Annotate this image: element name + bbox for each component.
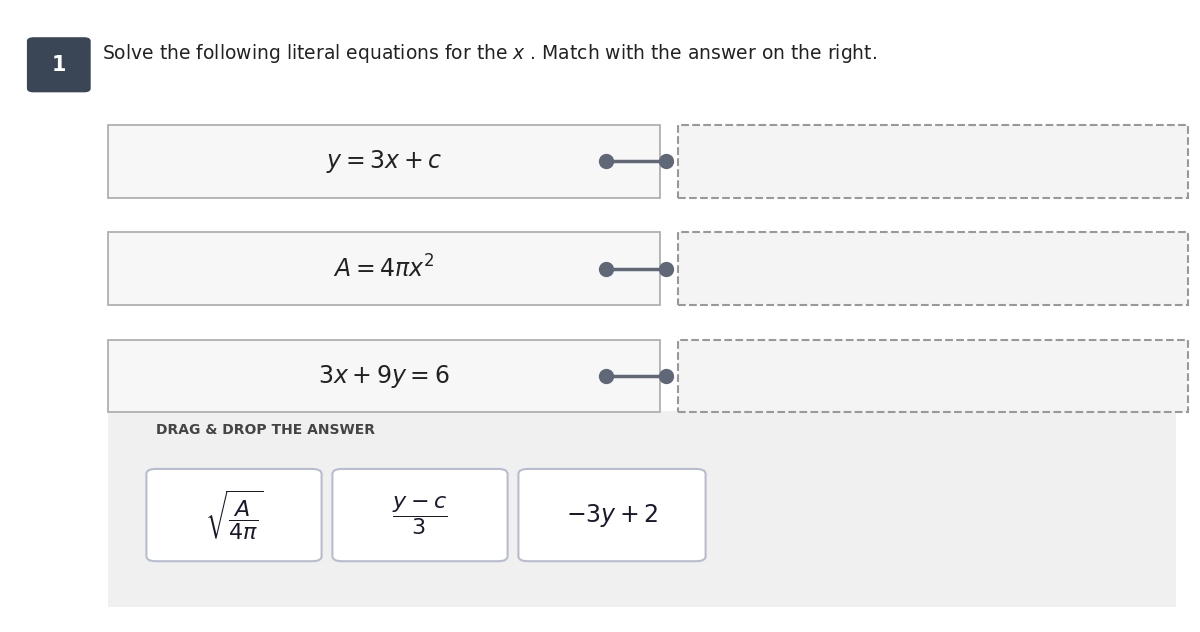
FancyBboxPatch shape — [332, 469, 508, 561]
Text: $\sqrt{\dfrac{A}{4\pi}}$: $\sqrt{\dfrac{A}{4\pi}}$ — [205, 489, 263, 542]
FancyBboxPatch shape — [108, 340, 660, 412]
FancyBboxPatch shape — [28, 38, 90, 92]
Text: $3x + 9y = 6$: $3x + 9y = 6$ — [318, 363, 450, 389]
Text: $A = 4\pi x^2$: $A = 4\pi x^2$ — [334, 255, 434, 283]
Text: DRAG & DROP THE ANSWER: DRAG & DROP THE ANSWER — [156, 423, 374, 437]
Text: Solve the following literal equations for the $x$ . Match with the answer on the: Solve the following literal equations fo… — [102, 42, 877, 65]
FancyBboxPatch shape — [678, 125, 1188, 197]
Text: $\dfrac{y-c}{3}$: $\dfrac{y-c}{3}$ — [392, 494, 448, 537]
FancyBboxPatch shape — [678, 340, 1188, 412]
FancyBboxPatch shape — [146, 469, 322, 561]
FancyBboxPatch shape — [518, 469, 706, 561]
FancyBboxPatch shape — [108, 233, 660, 305]
Text: 1: 1 — [52, 55, 66, 75]
Text: $y = 3x + c$: $y = 3x + c$ — [326, 148, 442, 174]
Text: $-3y+2$: $-3y+2$ — [565, 502, 659, 528]
FancyBboxPatch shape — [108, 411, 1176, 607]
FancyBboxPatch shape — [678, 233, 1188, 305]
FancyBboxPatch shape — [108, 125, 660, 197]
